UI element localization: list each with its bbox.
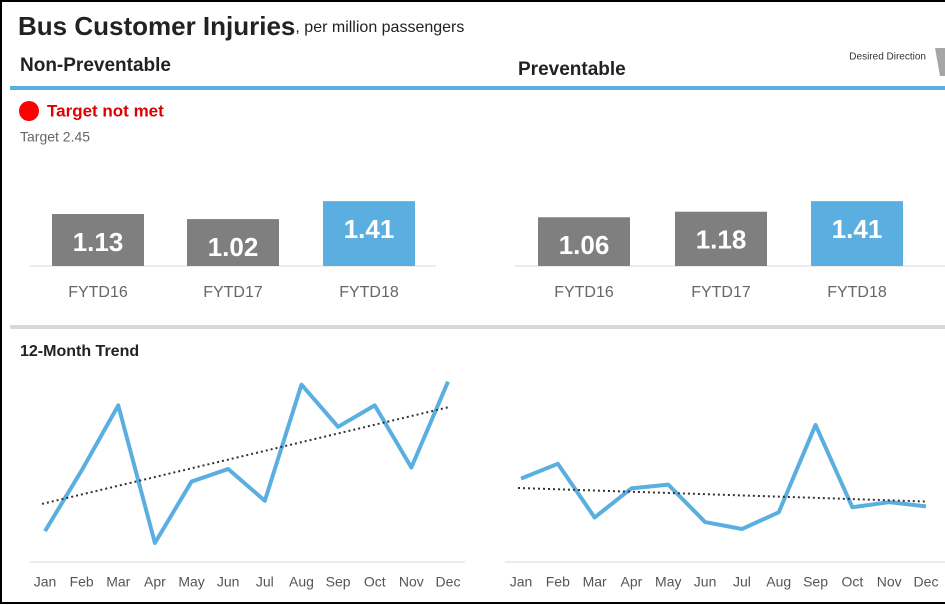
status-dot: [19, 101, 39, 121]
trend-series: [43, 380, 450, 545]
target-label: Target 2.45: [20, 129, 90, 145]
status-label: Target not met: [47, 101, 164, 120]
month-label: May: [178, 574, 204, 590]
month-label: Mar: [583, 574, 607, 590]
month-label: Apr: [144, 574, 166, 590]
panel-title: Non-Preventable: [20, 55, 171, 76]
bar-label: 1.18: [696, 225, 747, 255]
category-label: FYTD18: [827, 284, 887, 301]
section-rule: [10, 325, 945, 329]
month-label: Aug: [766, 574, 791, 590]
bar: [187, 219, 279, 266]
linear-trendline: [517, 486, 927, 503]
month-label: Feb: [546, 574, 570, 590]
bar: [323, 201, 415, 266]
month-label: May: [655, 574, 681, 590]
category-label: FYTD16: [68, 284, 128, 301]
header-rule: [10, 86, 945, 90]
panel-title: Preventable: [518, 59, 626, 80]
month-label: Dec: [436, 574, 461, 590]
trend-series: [520, 422, 927, 532]
bar-label: 1.13: [73, 227, 124, 257]
category-label: FYTD17: [203, 284, 263, 301]
month-label: Jan: [510, 574, 533, 590]
category-label: FYTD16: [554, 284, 614, 301]
title-main: Bus Customer Injuries: [18, 11, 295, 41]
month-label: Jun: [694, 574, 717, 590]
bar: [675, 211, 767, 266]
month-label: Sep: [803, 574, 828, 590]
month-label: Nov: [399, 574, 424, 590]
bar-label: 1.06: [559, 230, 610, 260]
month-label: Jul: [256, 574, 274, 590]
bar-label: 1.41: [344, 214, 395, 244]
bar-label: 1.02: [208, 232, 259, 262]
month-label: Dec: [914, 574, 939, 590]
bar: [538, 217, 630, 266]
month-label: Jun: [217, 574, 240, 590]
month-label: Mar: [106, 574, 130, 590]
month-label: Sep: [326, 574, 351, 590]
linear-trendline: [41, 406, 449, 505]
month-label: Oct: [364, 574, 386, 590]
bar: [811, 201, 903, 266]
month-label: Jul: [733, 574, 751, 590]
direction-note: Desired Direction: [849, 52, 926, 63]
subtitle: , per million passengers: [295, 19, 464, 36]
category-label: FYTD18: [339, 284, 399, 301]
bar-label: 1.41: [832, 214, 883, 244]
trend-title: 12-Month Trend: [20, 343, 139, 360]
month-label: Oct: [841, 574, 863, 590]
month-label: Aug: [289, 574, 314, 590]
title: Bus Customer Injuries, per million passe…: [18, 11, 464, 41]
category-label: FYTD17: [691, 284, 751, 301]
direction-arrow: [935, 48, 945, 76]
month-label: Jan: [34, 574, 57, 590]
month-label: Nov: [877, 574, 902, 590]
month-label: Feb: [70, 574, 94, 590]
bar: [52, 214, 144, 266]
month-label: Apr: [621, 574, 643, 590]
